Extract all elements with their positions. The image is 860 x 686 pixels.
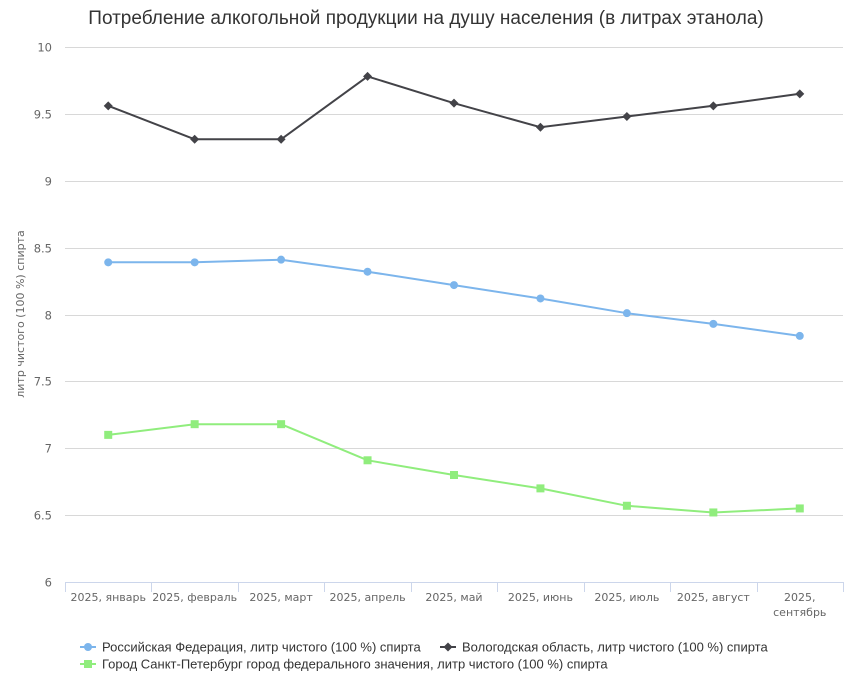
data-point [277,255,286,264]
x-tick-label: 2025, сентябрь [773,591,826,619]
data-point [535,122,545,132]
legend-item[interactable]: Вологодская область, литр чистого (100 %… [440,640,768,655]
x-axis: 2025, январь 2025, февраль 2025, март 2025,… [65,582,844,619]
data-point [622,501,631,510]
data-point [536,484,545,493]
legend-marker-icon [84,643,92,651]
data-point [795,331,804,340]
legend-label: Российская Федерация, литр чистого (100 … [102,640,421,655]
data-point [450,471,458,479]
y-tick-label: 9.5 [34,108,52,122]
legend-item[interactable]: Российская Федерация, литр чистого (100 … [80,640,421,655]
x-tick-label: 2025, август [677,591,751,604]
data-point [190,258,199,267]
data-point [277,420,286,429]
y-axis-ticks: 6 6.5 7 7.5 8 8.5 9 9.5 10 [34,41,52,590]
series-line [108,258,800,337]
data-point [709,319,718,328]
series-1 [103,71,805,144]
gridlines [65,47,843,516]
series [103,71,805,517]
series-2 [104,420,804,517]
data-point [449,98,459,108]
y-tick-label: 8 [45,309,52,323]
chart-title: Потребление алкогольной продукции на душ… [88,8,763,29]
y-tick-label: 7 [45,442,52,456]
data-point [709,508,718,517]
x-tick-label: 2025, июнь [508,591,573,604]
data-point [450,281,458,290]
data-point [622,112,632,122]
data-point [536,294,545,303]
legend-item[interactable]: Город Санкт-Петербург город федерального… [80,657,608,672]
series-line [107,75,800,141]
y-tick-label: 6.5 [34,509,52,523]
x-tick-label: 2025, июль [594,591,659,604]
data-point [622,309,631,318]
legend-marker-icon [84,660,92,668]
legend-marker-icon [443,642,453,652]
legend-label: Вологодская область, литр чистого (100 %… [462,640,768,655]
x-tick-label: 2025, май [425,591,482,604]
x-tick-label: 2025, апрель [329,591,405,604]
data-point [795,504,804,513]
data-point [795,89,805,99]
data-point [363,267,372,276]
legend-label: Город Санкт-Петербург город федерального… [102,657,608,672]
data-point [104,430,113,439]
data-point [190,420,199,429]
data-point [104,258,113,267]
data-point [276,134,286,144]
y-tick-label: 9 [45,175,52,189]
y-axis-label: литр чистого (100 %) спирта [14,230,27,397]
y-tick-label: 8.5 [34,242,52,256]
data-point [103,101,113,111]
series-0 [104,255,804,340]
x-tick-label: 2025, январь [70,591,146,604]
legend[interactable]: Российская Федерация, литр чистого (100 … [80,640,768,672]
x-tick-label: 2025, март [249,591,313,604]
x-tick-label: 2025, февраль [152,591,237,604]
y-tick-label: 7.5 [34,375,52,389]
data-point [363,71,373,81]
y-tick-label: 10 [37,41,52,55]
series-line [108,423,800,514]
y-tick-label: 6 [45,576,52,590]
data-point [708,101,718,111]
data-point [190,134,200,144]
data-point [363,456,372,465]
